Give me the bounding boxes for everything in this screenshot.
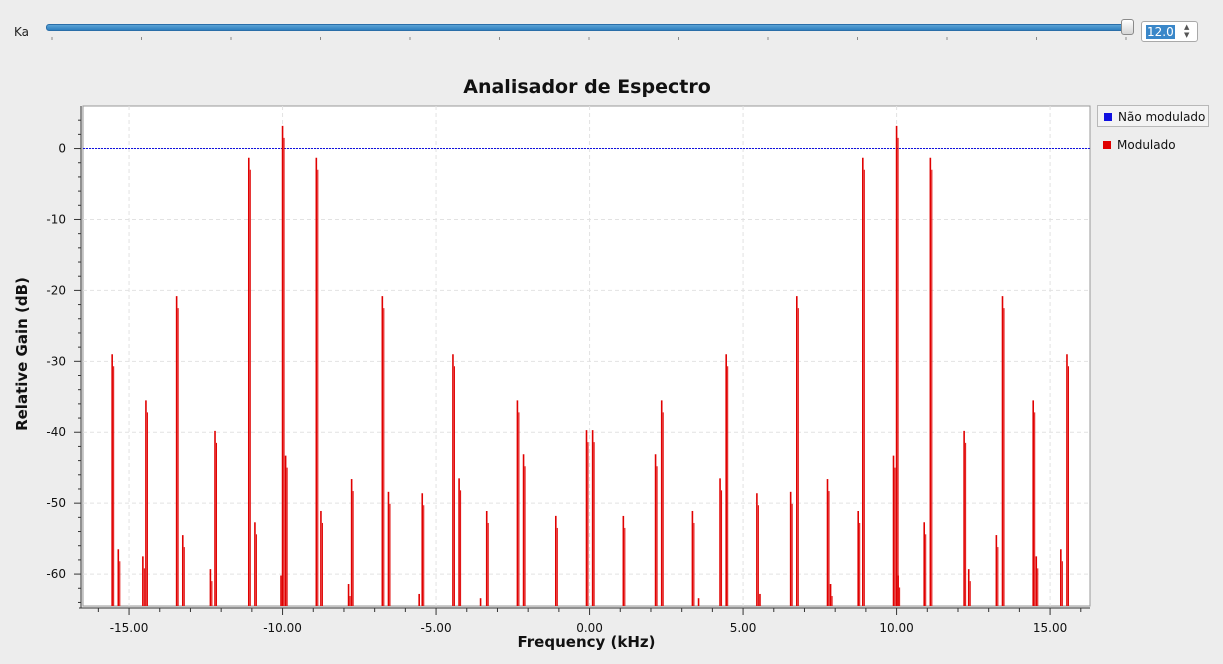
x-tick-label: 5.00: [730, 621, 757, 635]
y-tick-label: -50: [46, 496, 66, 510]
chart-title: Analisador de Espectro: [463, 76, 711, 98]
ka-slider-ticks: [51, 37, 1127, 40]
axes: -15.00 -10.00 -5.00 0.00 5.00 10.00 15.00 0 -10 -…: [46, 106, 1090, 635]
legend-label-nao-modulado: Não modulado: [1118, 110, 1206, 124]
legend: Não modulado Modulado: [1097, 105, 1209, 163]
y-tick-label: -40: [46, 425, 66, 439]
y-tick-label: -20: [46, 283, 66, 297]
legend-swatch-nao-modulado: [1104, 113, 1112, 121]
legend-item-nao-modulado[interactable]: Não modulado: [1097, 105, 1209, 127]
spin-down-icon[interactable]: ▼: [1184, 31, 1190, 39]
spin-up-icon[interactable]: ▲: [1184, 23, 1190, 31]
x-tick-label: 15.00: [1033, 621, 1067, 635]
ka-label: Ka: [14, 25, 30, 39]
x-tick-label: 10.00: [879, 621, 913, 635]
series: [83, 125, 1090, 606]
legend-swatch-modulado: [1103, 141, 1111, 149]
legend-label-modulado: Modulado: [1117, 138, 1176, 152]
x-axis-label: Frequency (kHz): [517, 633, 656, 651]
y-tick-label: -60: [46, 567, 66, 581]
x-tick-label: 0.00: [576, 621, 603, 635]
ka-spinbox[interactable]: 12.0 ▲ ▼: [1141, 21, 1198, 42]
x-tick-label: -10.00: [263, 621, 302, 635]
y-tick-label: -10: [46, 212, 66, 226]
spin-arrows[interactable]: ▲ ▼: [1183, 23, 1195, 40]
ka-slider[interactable]: [46, 18, 1134, 42]
y-tick-label: -30: [46, 354, 66, 368]
x-tick-label: -15.00: [110, 621, 149, 635]
ka-spinbox-value[interactable]: 12.0: [1146, 25, 1175, 39]
legend-item-modulado[interactable]: Modulado: [1097, 134, 1209, 156]
y-tick-label: 0: [58, 142, 66, 156]
ka-slider-handle[interactable]: [1121, 19, 1134, 35]
x-tick-label: -5.00: [421, 621, 452, 635]
